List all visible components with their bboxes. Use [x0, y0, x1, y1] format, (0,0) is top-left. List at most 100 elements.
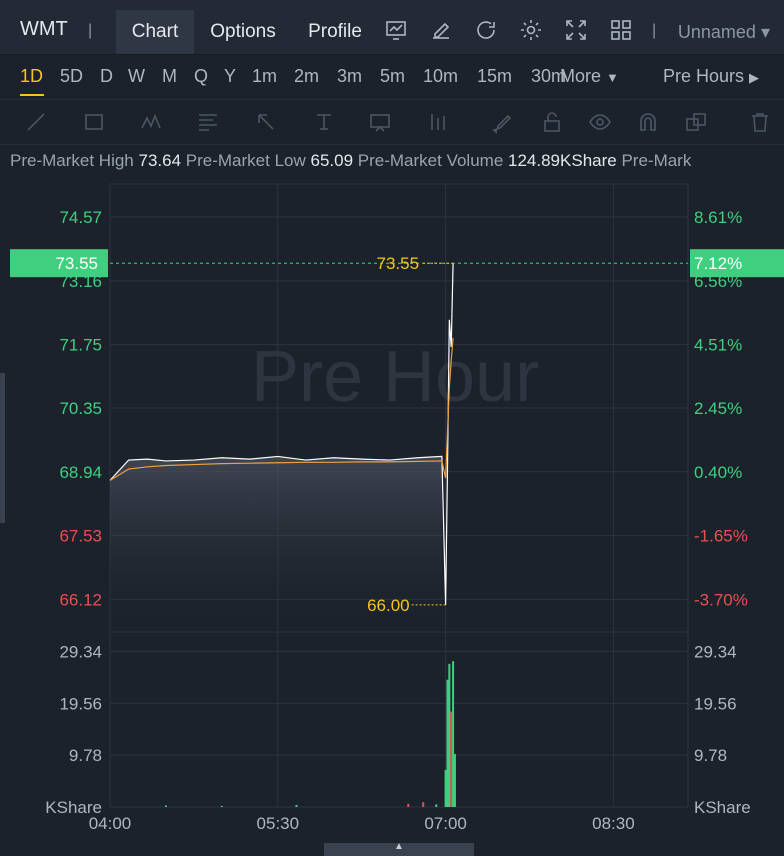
tab-chart[interactable]: Chart	[116, 10, 194, 54]
refresh-icon[interactable]	[474, 18, 498, 42]
volume-bar	[295, 804, 298, 807]
caret-down-icon: ▾	[760, 22, 770, 42]
volume-bar	[452, 661, 455, 807]
current-change-tag	[690, 249, 784, 278]
timeframe-5m[interactable]: 5m	[380, 66, 406, 86]
session-label: Pre Hours	[663, 66, 745, 86]
timeframe-bar: 1D 5D D W M Q Y 1m 2m 3m 5m 10m 15m 30m …	[0, 55, 784, 99]
premarket-stats: Pre-Market High 73.64 Pre-Market Low 65.…	[0, 148, 784, 176]
fib-icon[interactable]	[196, 110, 220, 134]
percent-tick-label: 2.45%	[694, 399, 742, 418]
session-select[interactable]: Pre Hours ▶	[663, 66, 759, 87]
timeframe-2m[interactable]: 2m	[294, 66, 320, 86]
x-tick-label: 08:30	[592, 814, 635, 833]
price-volume-chart[interactable]: Pre Hour 73.55 7.12% 73.55 66.00 04:00 05:30…	[0, 176, 784, 856]
layout-select[interactable]: Unnamed ▾	[678, 22, 770, 43]
volume-bar	[448, 663, 451, 807]
separator: |	[88, 22, 93, 39]
volume-bar	[450, 711, 453, 807]
premarket-high-label: Pre-Market High	[10, 151, 134, 170]
trash-icon[interactable]	[748, 110, 772, 134]
lock-icon[interactable]	[540, 110, 564, 134]
timeframe-15m[interactable]: 15m	[477, 66, 513, 86]
chart-indicator-icon[interactable]	[384, 18, 408, 42]
low-marker-label: 66.00	[367, 596, 410, 615]
timeframe-w[interactable]: W	[128, 66, 145, 86]
timeframe-30m[interactable]: 30m	[531, 66, 567, 86]
chart-watermark: Pre Hour	[251, 337, 539, 417]
side-panel-handle[interactable]	[0, 373, 5, 523]
gear-icon[interactable]	[519, 18, 543, 42]
volume-bar	[407, 803, 410, 807]
volume-bar	[446, 679, 449, 807]
volume-tick-label: 9.78	[694, 746, 727, 765]
pattern-icon[interactable]	[140, 110, 164, 134]
x-tick-label: 07:00	[424, 814, 467, 833]
timeframe-10m[interactable]: 10m	[423, 66, 459, 86]
price-area	[110, 456, 442, 632]
percent-tick-label: 6.56%	[694, 272, 742, 291]
x-tick-label: 05:30	[257, 814, 300, 833]
timeframe-q[interactable]: Q	[194, 66, 209, 86]
timeframe-1m[interactable]: 1m	[252, 66, 278, 86]
price-tick-label: 74.57	[59, 208, 102, 227]
label-icon[interactable]	[368, 110, 392, 134]
top-toolbar: WMT | Chart Options Profile | Unnamed ▾	[0, 0, 784, 55]
caret-down-icon: ▼	[606, 70, 619, 85]
timeframe-m[interactable]: M	[162, 66, 177, 86]
timeframe-3m[interactable]: 3m	[337, 66, 363, 86]
price-tick-label: 66.12	[59, 590, 102, 609]
premarket-low-value: 65.09	[310, 151, 354, 170]
volume-bar	[435, 804, 438, 807]
arrow-icon[interactable]	[254, 110, 278, 134]
volume-bar	[444, 769, 447, 807]
volume-unit-label: KShare	[694, 798, 751, 817]
timeframe-5d[interactable]: 5D	[60, 66, 84, 86]
ticker-symbol: WMT	[20, 18, 68, 40]
percent-tick-label: 0.40%	[694, 463, 742, 482]
timeframe-1d[interactable]: 1D	[20, 66, 44, 86]
tab-profile[interactable]: Profile	[308, 21, 362, 42]
drawing-toolbar	[0, 99, 784, 145]
rectangle-icon[interactable]	[82, 110, 106, 134]
pencil-icon[interactable]	[429, 18, 453, 42]
premarket-low-label: Pre-Market Low	[185, 151, 306, 170]
active-timeframe-indicator	[20, 94, 44, 96]
volume-bars	[164, 661, 456, 807]
timeframe-d[interactable]: D	[100, 66, 113, 86]
chart-resize-handle[interactable]: ▲	[324, 841, 474, 856]
premarket-volume-label: Pre-Market Volume	[357, 151, 504, 170]
timeframe-y[interactable]: Y	[224, 66, 237, 86]
layout-name: Unnamed	[677, 22, 756, 42]
chevron-up-icon: ▲	[394, 841, 404, 852]
bar-pattern-icon[interactable]	[426, 110, 450, 134]
fullscreen-icon[interactable]	[564, 18, 588, 42]
percent-tick-label: 8.61%	[694, 208, 742, 227]
premarket-volume-value: 124.89KShare	[508, 151, 617, 170]
volume-bar	[422, 802, 425, 807]
price-tick-label: 71.75	[59, 336, 102, 355]
volume-bar	[164, 805, 167, 807]
eye-icon[interactable]	[588, 110, 612, 134]
volume-tick-label: 29.34	[59, 642, 102, 661]
more-label: More	[560, 66, 602, 86]
current-price-label: 73.55	[55, 254, 98, 273]
magnet-icon[interactable]	[636, 110, 660, 134]
price-tick-label: 68.94	[59, 463, 102, 482]
percent-tick-label: 4.51%	[694, 336, 742, 355]
volume-bar	[220, 805, 223, 807]
volume-unit-label: KShare	[45, 798, 102, 817]
grid-layout-icon[interactable]	[609, 18, 633, 42]
text-tool-icon[interactable]	[312, 110, 336, 134]
percent-tick-label: -3.70%	[694, 590, 748, 609]
layers-icon[interactable]	[684, 110, 708, 134]
tab-options[interactable]: Options	[210, 21, 276, 42]
trendline-icon[interactable]	[24, 110, 48, 134]
brush-icon[interactable]	[490, 110, 514, 134]
price-markers: 73.55 7.12% 73.55 66.00	[10, 249, 784, 615]
current-change-label: 7.12%	[694, 254, 742, 273]
more-timeframes-button[interactable]: More ▼	[560, 66, 619, 87]
caret-down-icon: ▶	[749, 70, 760, 85]
volume-tick-label: 9.78	[69, 746, 102, 765]
premarket-high-value: 73.64	[138, 151, 182, 170]
